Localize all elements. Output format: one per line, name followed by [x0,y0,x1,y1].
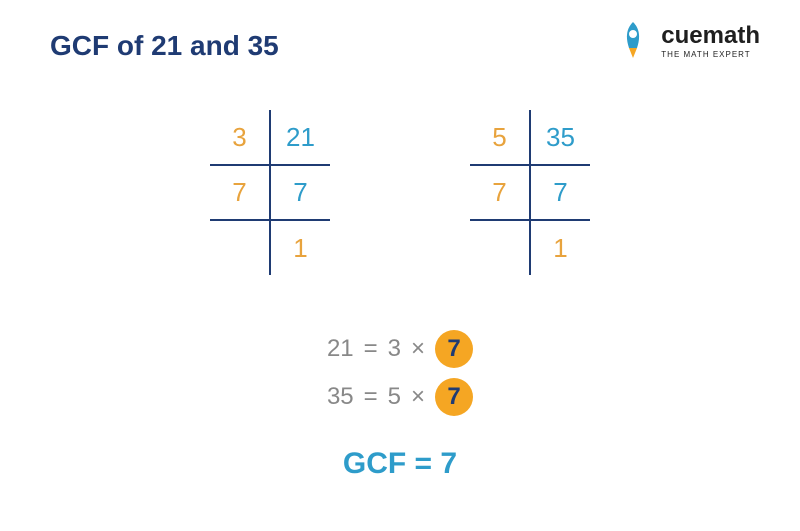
value-cell: 1 [530,220,590,275]
page-title: GCF of 21 and 35 [50,30,279,62]
value-cell: 7 [270,165,330,220]
rocket-icon [613,20,653,60]
logo-brand: cuemath [661,22,760,50]
value-cell: 21 [270,110,330,165]
result-value: 7 [440,447,457,480]
divisor-cell: 3 [210,110,270,165]
equation-row: 35 = 5 × 7 [0,378,800,416]
eq-common-circle: 7 [435,330,473,368]
eq-mult: × [411,335,425,363]
eq-sign: = [364,335,378,363]
eq-mult: × [411,383,425,411]
eq-lhs: 21 [327,335,354,363]
title-text: GCF of 21 and 35 [50,30,279,61]
divisor-cell: 5 [470,110,530,165]
result-line: GCF = 7 [0,447,800,481]
result-eq: = [415,447,433,480]
divisor-cell [210,220,270,275]
rocket-window [629,30,637,38]
value-cell: 7 [530,165,590,220]
value-cell: 35 [530,110,590,165]
eq-common-circle: 7 [435,378,473,416]
divisor-cell: 7 [470,165,530,220]
factor-table-1: 535771 [470,110,590,275]
equations-block: 21 = 3 × 7 35 = 5 × 7 [0,330,800,426]
logo-tagline: THE MATH EXPERT [661,50,760,59]
divisor-cell [470,220,530,275]
eq-factor: 3 [388,335,401,363]
brand-logo: cuemath THE MATH EXPERT [613,20,760,60]
eq-factor: 5 [388,383,401,411]
eq-sign: = [364,383,378,411]
divisor-cell: 7 [210,165,270,220]
value-cell: 1 [270,220,330,275]
factor-table-0: 321771 [210,110,330,275]
logo-text-block: cuemath THE MATH EXPERT [661,22,760,59]
equation-row: 21 = 3 × 7 [0,330,800,368]
eq-lhs: 35 [327,383,354,411]
result-label: GCF [343,447,406,480]
rocket-flame [629,48,637,58]
factor-tables: 321771535771 [0,110,800,275]
